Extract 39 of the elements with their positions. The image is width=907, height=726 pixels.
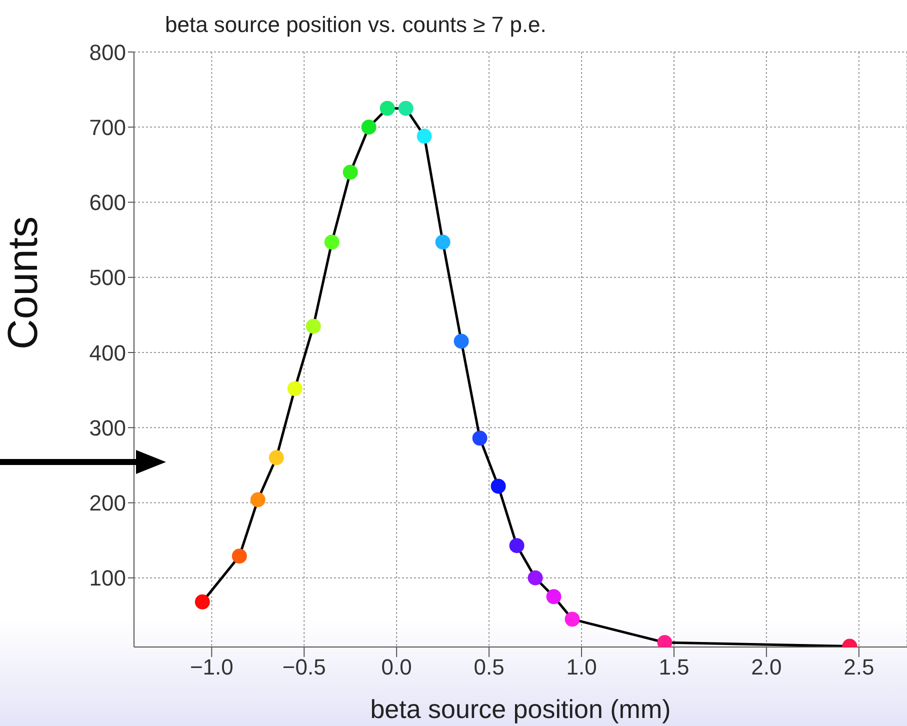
point (306, 318, 321, 334)
x-tick-label: −1.0 (190, 654, 234, 680)
point (454, 334, 469, 349)
y-tick-label: 300 (89, 415, 126, 440)
x-tick-label: 2.0 (751, 654, 782, 680)
point (380, 100, 395, 116)
point (194, 594, 210, 610)
point (250, 492, 266, 508)
point (324, 234, 340, 250)
point (232, 548, 247, 564)
x-tick-label: 1.5 (658, 654, 690, 680)
point (509, 538, 524, 554)
y-tick-label: 800 (89, 40, 126, 65)
y-axis-title: Counts (0, 216, 46, 350)
x-tick-label: 2.5 (844, 654, 874, 680)
x-axis-title: beta source position (mm) (370, 694, 671, 724)
x-tick-label: 0.5 (474, 654, 504, 680)
x-tick-label: 1.0 (566, 654, 597, 680)
point (416, 128, 432, 144)
point (435, 234, 450, 250)
point (564, 612, 580, 627)
y-tick-label: 200 (89, 490, 126, 516)
point (287, 381, 302, 396)
point (361, 120, 376, 135)
point (546, 589, 562, 604)
point (472, 430, 488, 446)
point (490, 478, 506, 494)
y-tick-label: 100 (89, 566, 126, 591)
point (342, 164, 358, 180)
point (268, 450, 284, 466)
y-tick-label: 400 (89, 340, 126, 366)
y-tick-label: 500 (89, 265, 126, 290)
x-tick-label: −0.5 (282, 654, 326, 680)
y-tick-label: 700 (89, 114, 126, 140)
chart-title: beta source position vs. counts ≥ 7 p.e. (165, 12, 546, 38)
point (398, 100, 414, 116)
point (528, 570, 543, 586)
y-tick-label: 600 (89, 190, 126, 216)
x-tick-label: 0.0 (381, 654, 412, 680)
